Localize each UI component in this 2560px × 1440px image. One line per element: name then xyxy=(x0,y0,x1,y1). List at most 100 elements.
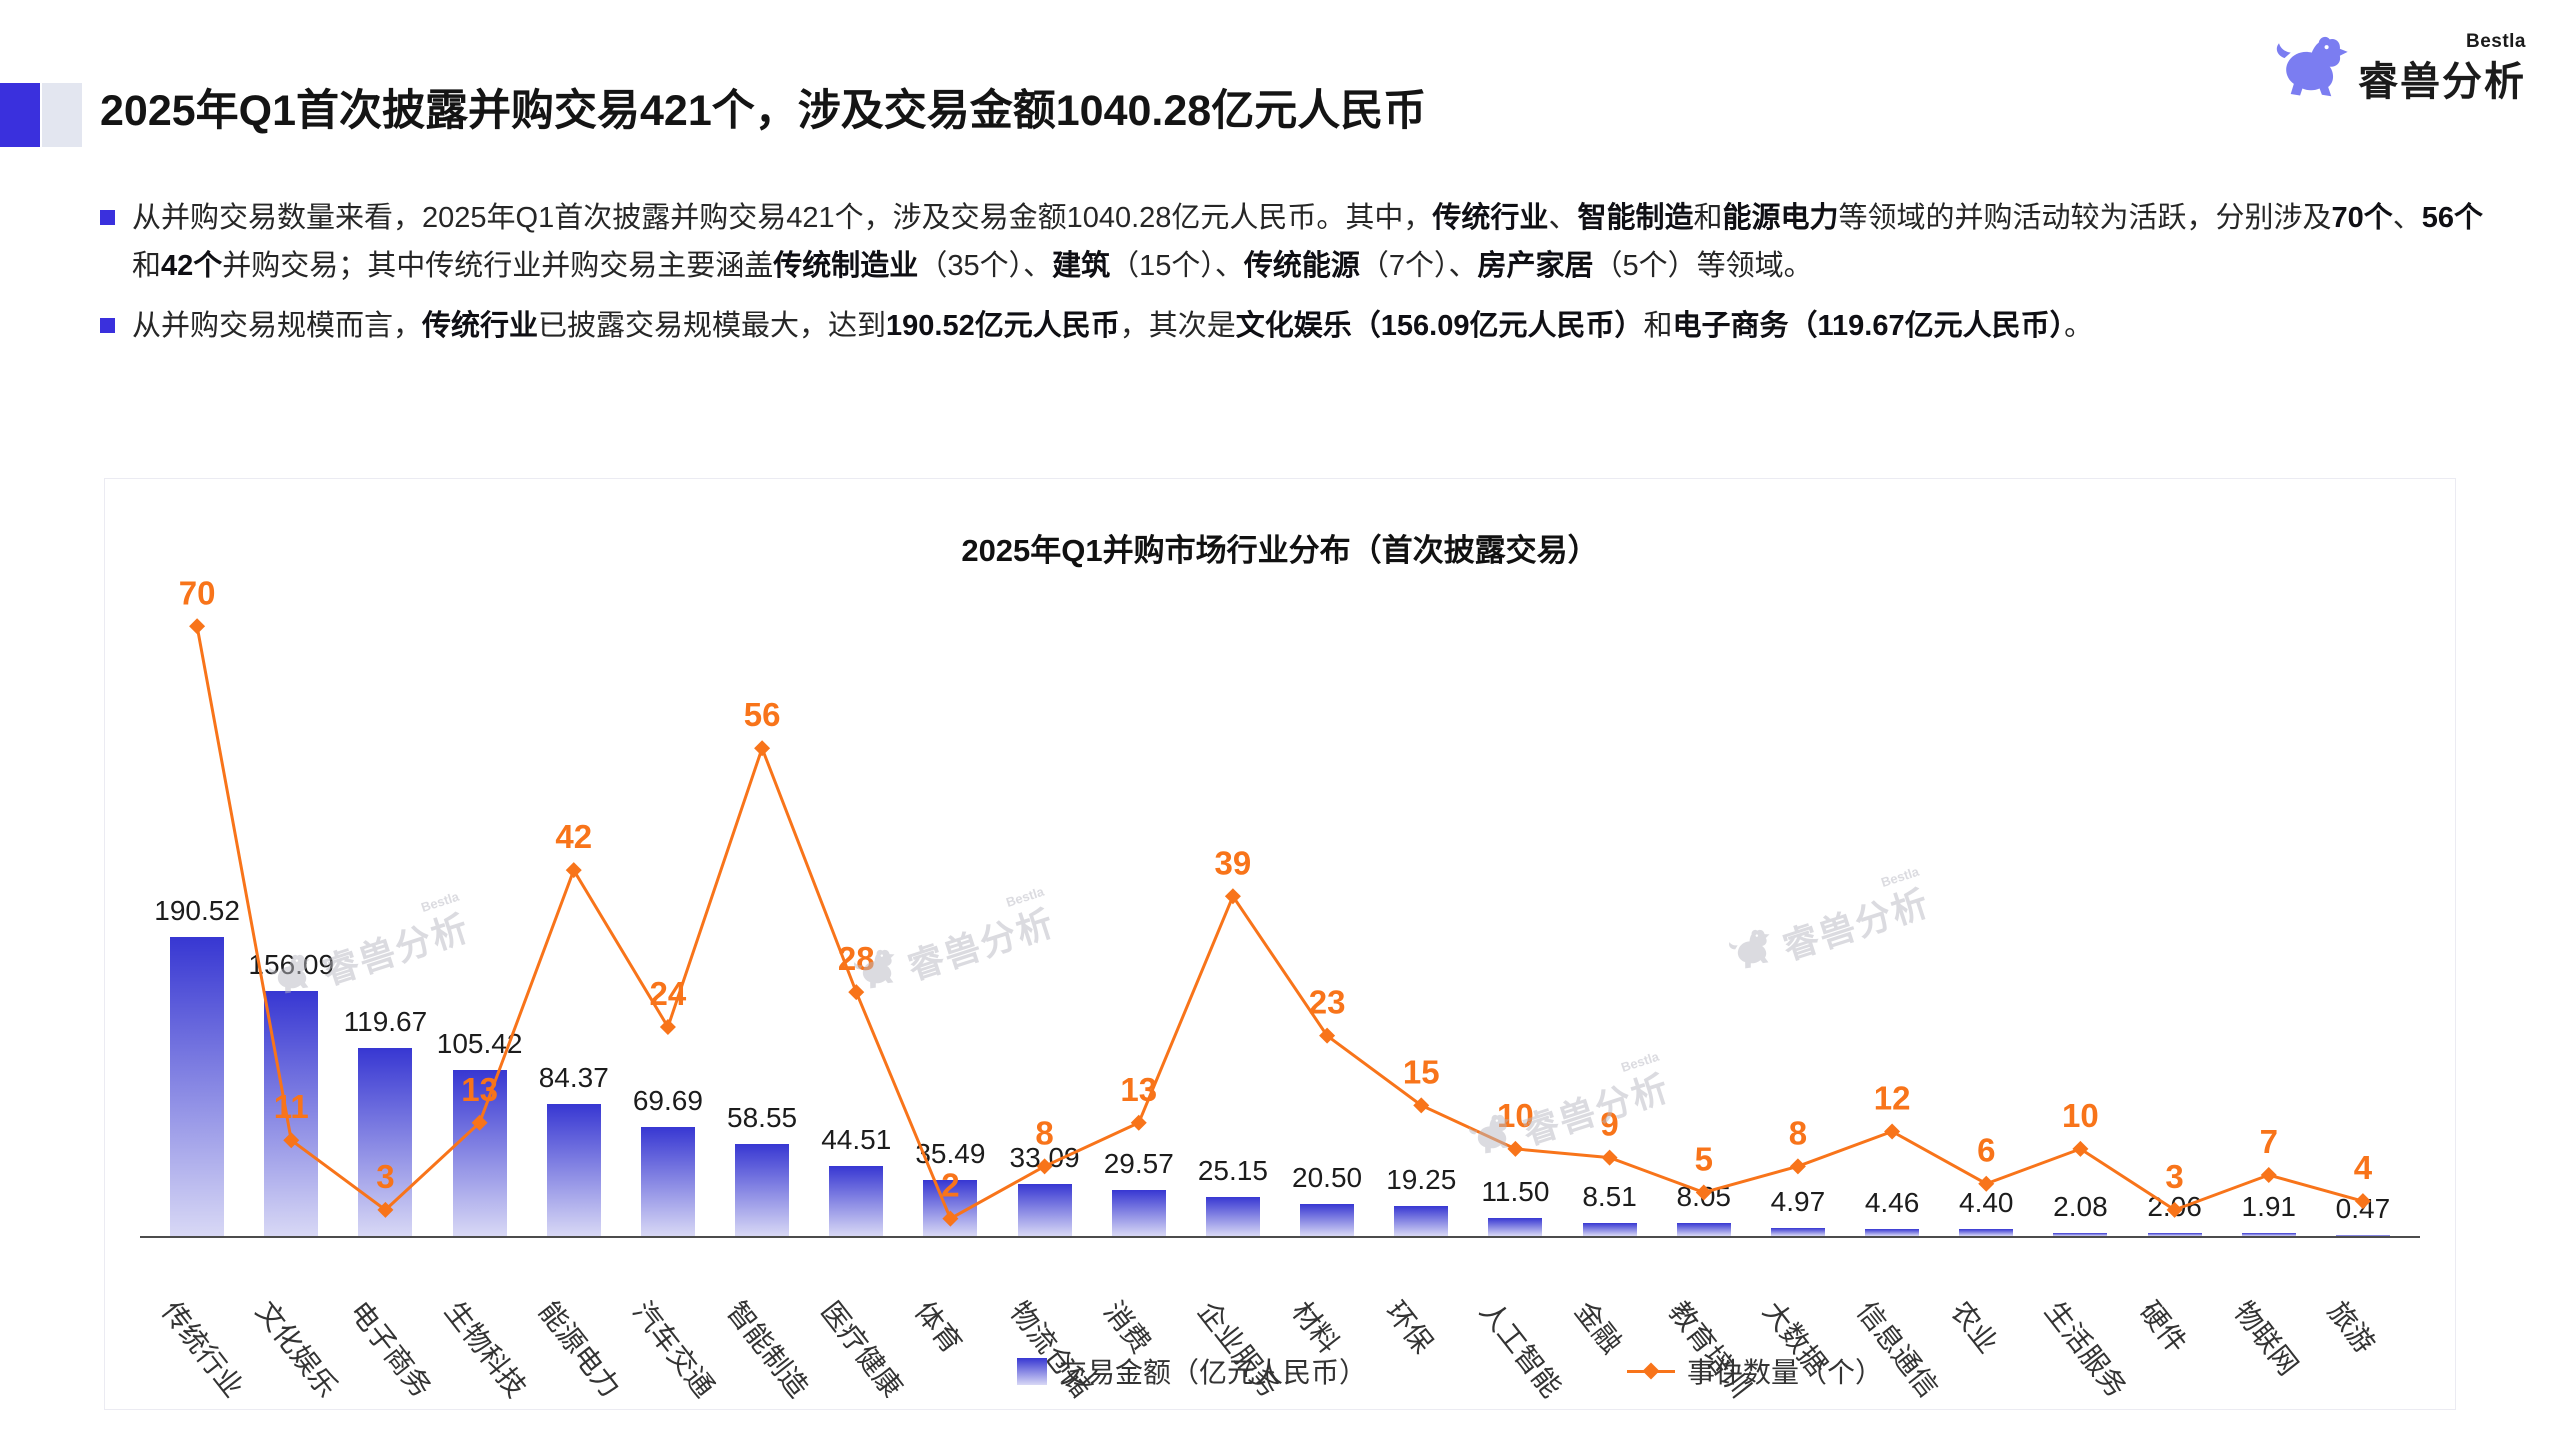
count-point xyxy=(283,1132,300,1149)
bar-value-label: 84.37 xyxy=(538,1061,609,1093)
bar-series-swatch xyxy=(1016,1357,1047,1385)
count-point xyxy=(189,618,206,635)
chart-title: 2025年Q1并购市场行业分布（首次披露交易） xyxy=(961,533,1599,568)
bar-value-label: 25.15 xyxy=(1197,1154,1268,1186)
count-point xyxy=(754,740,771,757)
count-label: 3 xyxy=(2165,1158,2183,1195)
page-title: 2025年Q1首次披露并购交易421个，涉及交易金额1040.28亿元人民币 xyxy=(100,87,1427,135)
count-label: 28 xyxy=(838,940,875,977)
count-point xyxy=(1413,1097,1430,1114)
bullet-item: 从并购交易规模而言，传统行业已披露交易规模最大，达到190.52亿元人民币，其次… xyxy=(100,302,2488,350)
count-point xyxy=(1224,888,1241,905)
count-point xyxy=(1695,1184,1712,1201)
chart-panel: 2025年Q1并购市场行业分布（首次披露交易） 190.52 传统行业 156.09… xyxy=(104,478,2456,1410)
count-point xyxy=(1789,1158,1806,1175)
bar-value-label: 190.52 xyxy=(154,894,240,926)
bar-旅游 xyxy=(2335,1234,2390,1236)
bar-value-label: 69.69 xyxy=(632,1084,703,1116)
count-point xyxy=(2354,1193,2371,1210)
bar-传统行业 xyxy=(170,936,225,1236)
count-label: 4 xyxy=(2354,1149,2373,1186)
bestla-beast-icon xyxy=(2272,30,2350,108)
bar-value-label: 1.91 xyxy=(2241,1191,2297,1222)
chart-plot: 190.52 传统行业 156.09 文化娱乐 119.67 电子商务 105.42 生物科技… xyxy=(140,574,2420,1403)
count-point xyxy=(1130,1114,1147,1131)
bullet-item: 从并购交易数量来看，2025年Q1首次披露并购交易421个，涉及交易金额1040… xyxy=(100,194,2488,290)
count-point xyxy=(1884,1123,1901,1140)
bar-能源电力 xyxy=(546,1103,601,1236)
count-label: 7 xyxy=(2260,1123,2278,1160)
count-label: 3 xyxy=(376,1158,394,1195)
bullet-text: 从并购交易数量来看，2025年Q1首次披露并购交易421个，涉及交易金额1040… xyxy=(132,202,2484,282)
bar-金融 xyxy=(1582,1222,1637,1236)
count-label: 39 xyxy=(1215,844,1252,881)
bar-生物科技 xyxy=(452,1070,507,1236)
count-point xyxy=(2072,1140,2089,1157)
count-point xyxy=(471,1114,488,1131)
bar-value-label: 4.97 xyxy=(1770,1186,1826,1218)
chart-legend: 交易金额（亿元人民币） 事件数量（个） xyxy=(275,1351,2560,1391)
legend-label-count: 事件数量（个） xyxy=(1687,1357,1884,1388)
bar-人工智能 xyxy=(1488,1217,1543,1236)
bar-value-label: 19.25 xyxy=(1386,1163,1457,1195)
bar-教育培训 xyxy=(1676,1223,1731,1236)
bar-value-label: 44.51 xyxy=(821,1124,892,1156)
bar-智能制造 xyxy=(735,1144,790,1236)
bar-value-label: 119.67 xyxy=(343,1006,428,1038)
bar-信息通信 xyxy=(1865,1228,1920,1236)
bar-大数据 xyxy=(1770,1228,1825,1236)
count-line xyxy=(195,626,2364,1221)
count-label: 2 xyxy=(941,1167,959,1204)
count-point xyxy=(2166,1201,2183,1218)
brand-name: 睿兽分析 xyxy=(2358,60,2526,104)
bullet-marker xyxy=(100,318,115,333)
count-label: 23 xyxy=(1309,984,1346,1021)
bar-农业 xyxy=(1959,1229,2014,1236)
count-label: 24 xyxy=(650,975,687,1012)
count-point xyxy=(1601,1149,1618,1166)
count-label: 70 xyxy=(179,574,216,611)
title-accent-primary xyxy=(0,83,40,147)
bar-value-label: 2.08 xyxy=(2053,1190,2108,1222)
count-point xyxy=(659,1018,676,1035)
bar-value-label: 11.50 xyxy=(1481,1175,1550,1207)
bar-value-label: 20.50 xyxy=(1292,1161,1363,1193)
bar-value-label: 29.57 xyxy=(1103,1147,1174,1179)
count-label: 15 xyxy=(1403,1053,1440,1090)
count-label: 11 xyxy=(274,1088,309,1125)
bar-消费 xyxy=(1111,1189,1166,1236)
bar-value-label: 4.46 xyxy=(1864,1186,1920,1218)
brand-tag: Bestla xyxy=(2465,31,2526,52)
count-label: 8 xyxy=(1035,1114,1053,1151)
count-point xyxy=(1978,1175,1995,1192)
bar-物联网 xyxy=(2241,1233,2296,1236)
count-point xyxy=(377,1201,394,1218)
bar-硬件 xyxy=(2147,1232,2202,1236)
count-label: 13 xyxy=(1120,1071,1157,1108)
bar-环保 xyxy=(1394,1205,1449,1236)
count-label: 10 xyxy=(2062,1097,2099,1134)
bar-文化娱乐 xyxy=(264,990,319,1236)
count-point xyxy=(848,984,865,1001)
count-label: 6 xyxy=(1977,1132,1995,1169)
bar-汽车交通 xyxy=(640,1126,695,1236)
count-label: 10 xyxy=(1497,1097,1534,1134)
bar-物流仓储 xyxy=(1017,1184,1072,1236)
legend-label-amount: 交易金额（亿元人民币） xyxy=(1058,1357,1367,1388)
x-axis-line xyxy=(140,1236,2420,1238)
count-label: 13 xyxy=(461,1071,498,1108)
count-label: 5 xyxy=(1695,1140,1713,1177)
count-label: 8 xyxy=(1789,1114,1807,1151)
bullet-marker xyxy=(100,210,115,225)
bar-value-label: 4.40 xyxy=(1959,1187,2014,1219)
count-label: 56 xyxy=(744,696,781,733)
count-point xyxy=(1319,1027,1336,1044)
brand-logo: Bestla 睿兽分析 xyxy=(2272,30,2526,108)
bar-value-label: 8.51 xyxy=(1582,1180,1637,1212)
bar-材料 xyxy=(1300,1203,1355,1236)
count-point xyxy=(2260,1167,2277,1184)
bullet-text: 从并购交易规模而言，传统行业已披露交易规模最大，达到190.52亿元人民币，其次… xyxy=(132,310,2094,342)
count-point xyxy=(942,1210,959,1227)
